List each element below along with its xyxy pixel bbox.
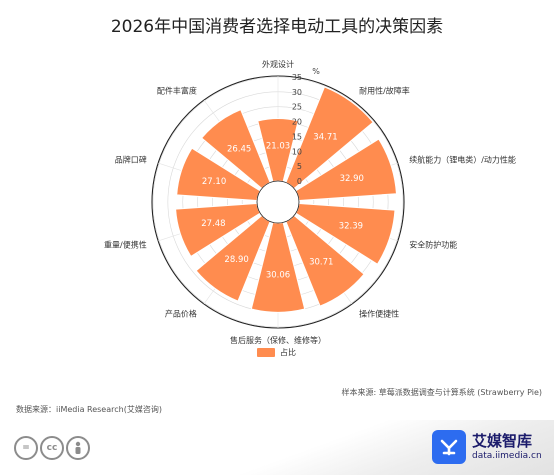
- sample-source-note: 样本来源: 草莓派数据调查与计算系统 (Strawberry Pie): [341, 388, 542, 397]
- category-label-2: 耐用性/故障率: [359, 85, 410, 95]
- no-derivatives-icon[interactable]: =: [14, 436, 38, 460]
- radial-tick-4: 20: [292, 118, 302, 127]
- category-label-6: 售后服务（保修、维修等）: [230, 335, 326, 345]
- radial-tick-7: 35: [292, 73, 302, 82]
- radial-tick-6: 30: [292, 88, 302, 97]
- brand-name: 艾媒智库: [472, 432, 533, 450]
- category-label-10: 配件丰富度: [157, 85, 197, 95]
- brand-url[interactable]: data.iimedia.cn: [472, 451, 542, 461]
- chart-legend[interactable]: 占比: [257, 347, 296, 358]
- category-label-9: 品牌口碑: [115, 154, 147, 164]
- data-label-6: 30.06: [266, 270, 290, 280]
- legend-swatch: [257, 348, 275, 357]
- data-label-4: 32.39: [339, 222, 363, 232]
- chart-title: 2026年中国消费者选择电动工具的决策因素: [110, 17, 444, 37]
- data-label-10: 26.45: [227, 145, 251, 155]
- data-label-8: 27.48: [201, 219, 225, 229]
- data-label-5: 30.71: [309, 258, 333, 268]
- category-label-1: 外观设计: [262, 59, 294, 69]
- attribution-person-icon[interactable]: [66, 436, 90, 460]
- license-badges[interactable]: = cc: [14, 436, 90, 460]
- category-label-5: 操作便捷性: [359, 309, 399, 319]
- category-label-8: 重量/便携性: [104, 240, 147, 250]
- person-glyph: [75, 441, 81, 454]
- legend-label: 占比: [280, 348, 296, 357]
- data-label-3: 32.90: [340, 174, 364, 184]
- creative-commons-icon[interactable]: cc: [40, 436, 64, 460]
- data-label-9: 27.10: [202, 177, 226, 187]
- data-label-1: 21.03: [266, 142, 290, 152]
- category-label-4: 安全防护功能: [409, 240, 457, 250]
- data-source-note: 数据来源：iiMedia Research(艾媒咨询): [16, 405, 162, 414]
- radial-tick-3: 15: [292, 132, 302, 141]
- category-label-3: 续航能力（锂电类）/动力性能: [409, 154, 516, 164]
- data-label-2: 34.71: [313, 133, 337, 143]
- iimedia-logo-icon: [432, 430, 466, 464]
- category-label-7: 产品价格: [165, 309, 197, 319]
- radial-tick-0: 0: [297, 177, 302, 186]
- polar-inner-hub: [256, 180, 300, 224]
- brand-block[interactable]: 艾媒智库 data.iimedia.cn: [432, 430, 542, 464]
- radial-tick-2: 10: [292, 147, 302, 156]
- data-label-7: 28.90: [224, 255, 248, 265]
- radial-tick-1: 5: [297, 162, 302, 171]
- radial-tick-5: 25: [292, 103, 302, 112]
- radial-unit-label: %: [312, 67, 320, 76]
